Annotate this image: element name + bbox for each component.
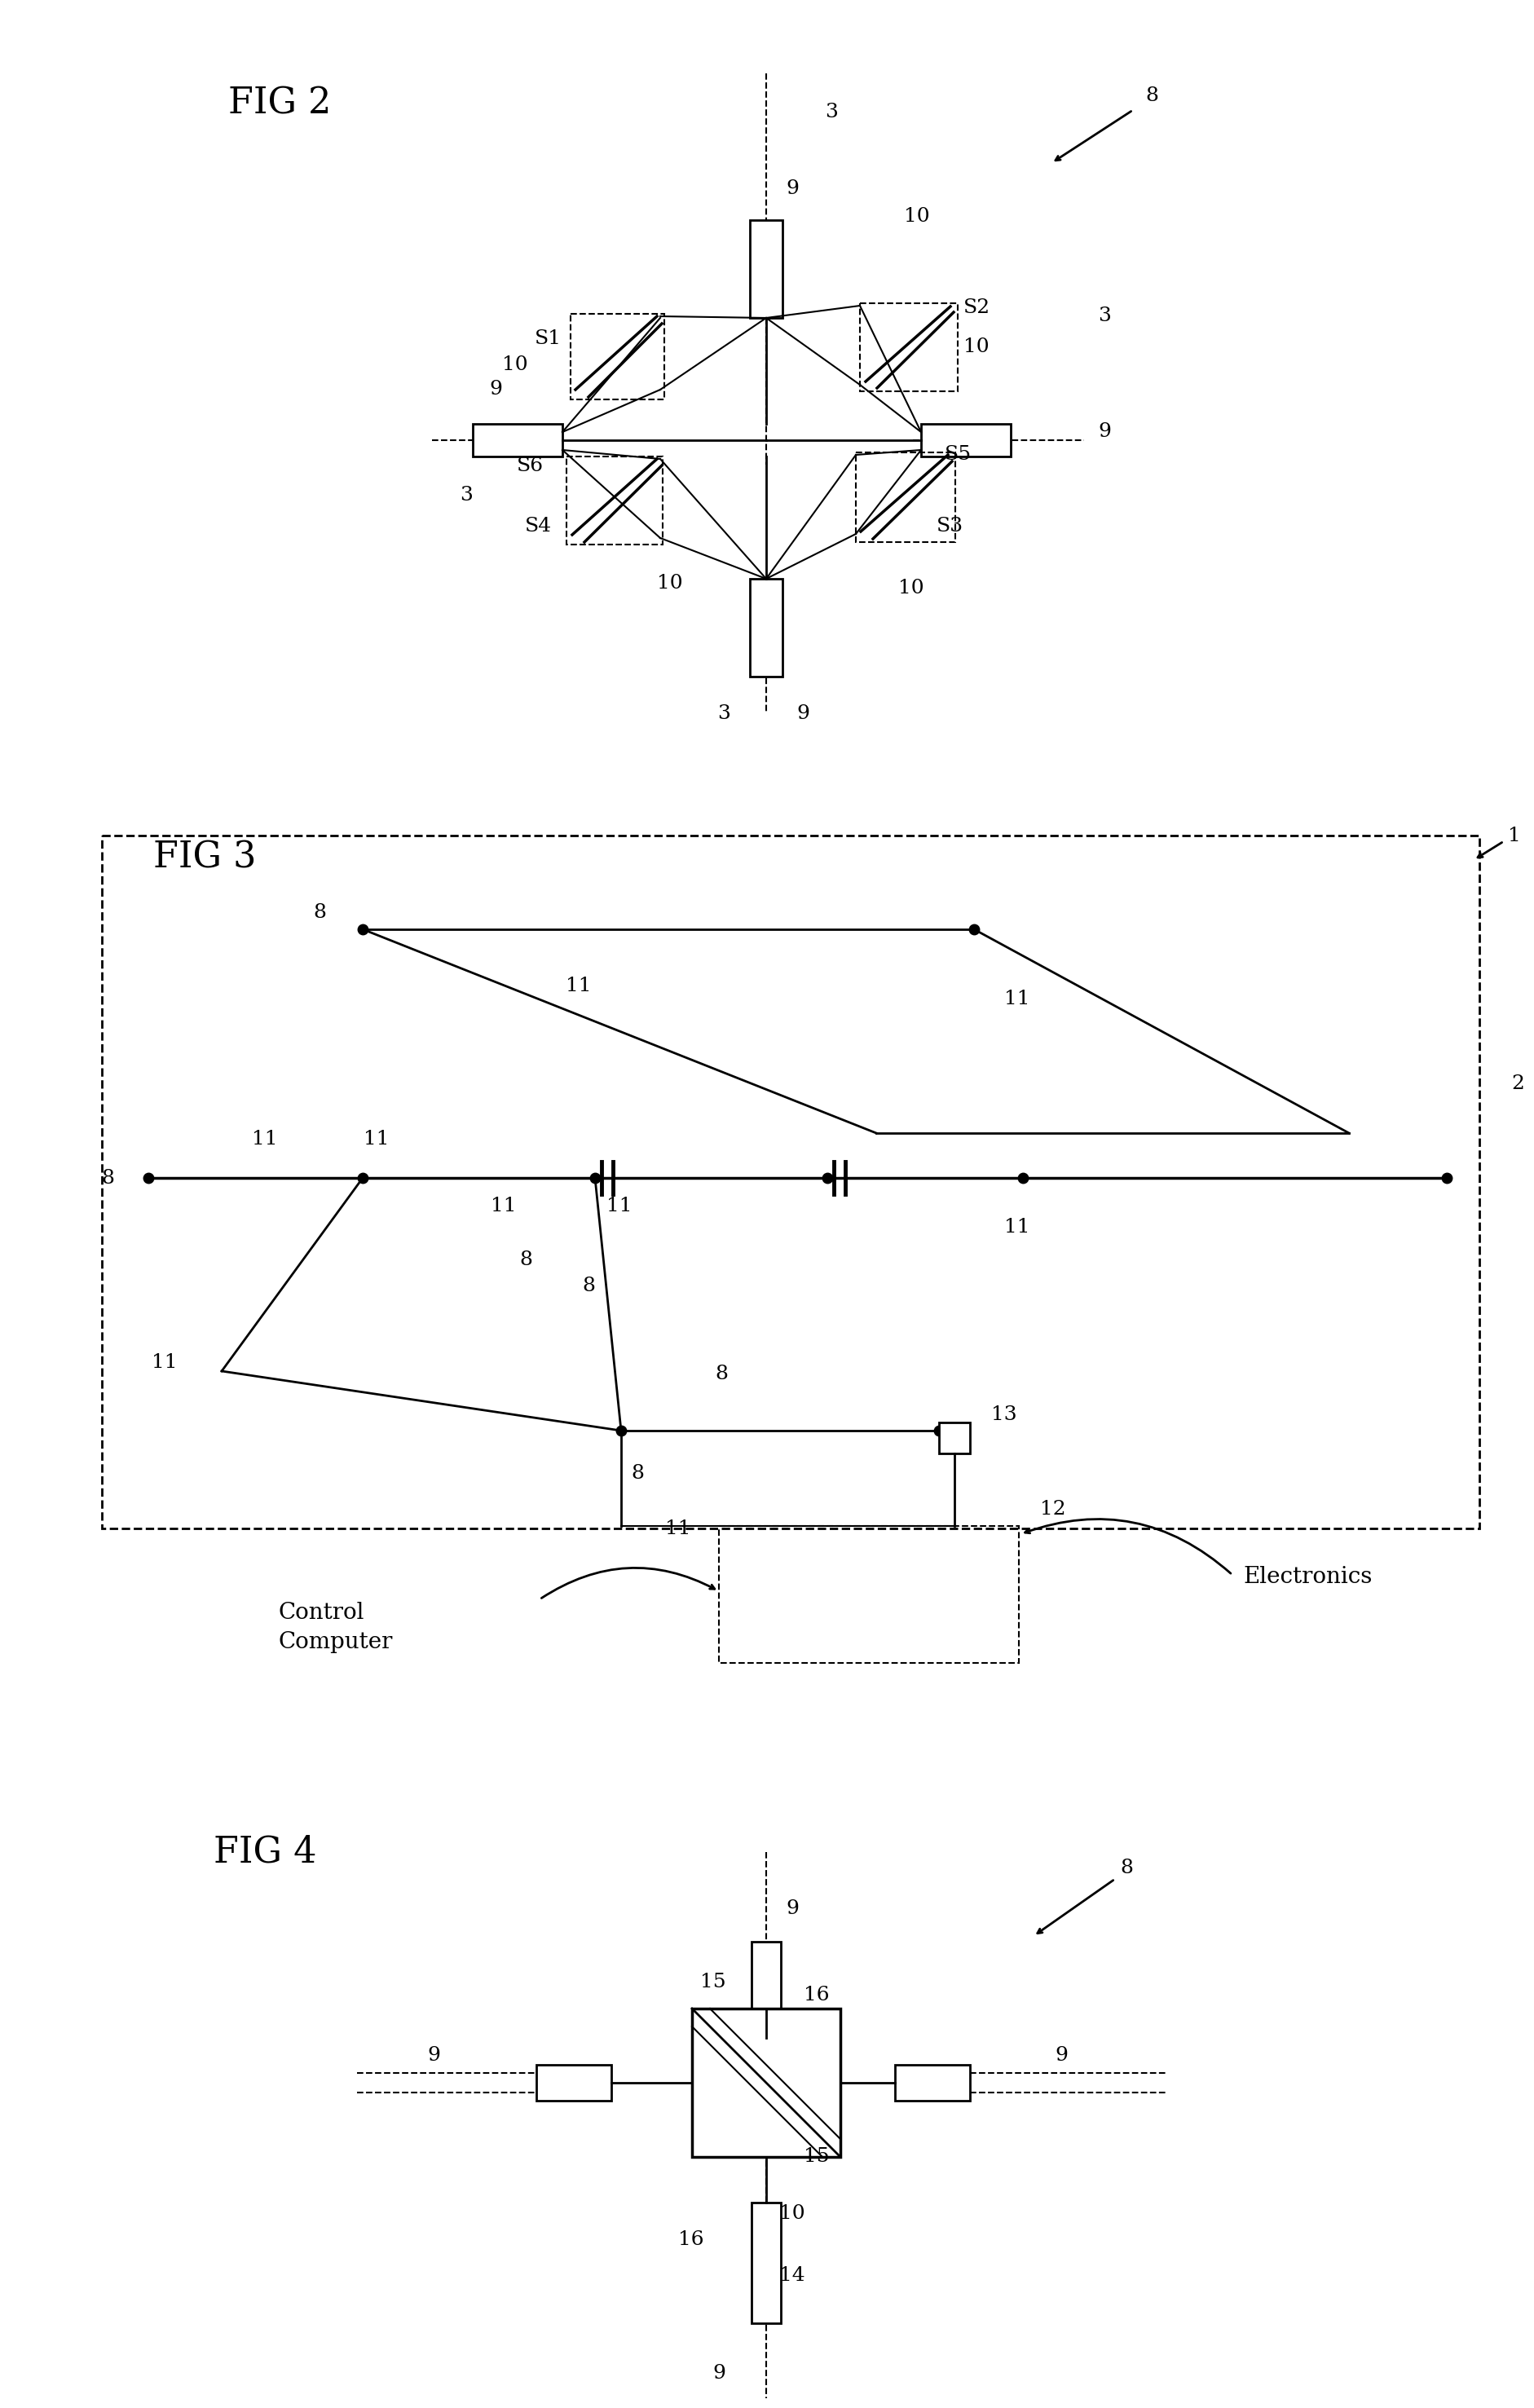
Text: 10: 10 — [963, 337, 989, 356]
Text: 3: 3 — [716, 703, 730, 722]
Bar — [894, 2064, 969, 2100]
Text: 11: 11 — [1003, 1218, 1029, 1235]
Text: 14: 14 — [779, 2266, 805, 2285]
Text: S5: S5 — [943, 445, 971, 465]
Text: 3: 3 — [1097, 306, 1111, 325]
Text: 9: 9 — [712, 2365, 726, 2384]
Text: Electronics: Electronics — [1243, 1565, 1371, 1589]
Text: S4: S4 — [525, 515, 551, 535]
Text: S2: S2 — [962, 299, 989, 318]
Text: 3: 3 — [824, 104, 838, 123]
Bar — [718, 1527, 1019, 1664]
Text: 10: 10 — [897, 580, 923, 597]
Text: 16: 16 — [678, 2230, 704, 2249]
Text: S1: S1 — [534, 330, 561, 347]
Text: 8: 8 — [518, 1250, 532, 1269]
Text: 11: 11 — [606, 1197, 632, 1216]
Text: Control: Control — [279, 1601, 365, 1623]
Text: 9: 9 — [1097, 424, 1111, 441]
Text: 10: 10 — [657, 573, 683, 592]
Text: 8: 8 — [581, 1276, 595, 1296]
Text: 8: 8 — [1144, 87, 1158, 106]
Text: 16: 16 — [804, 1987, 830, 2006]
Text: 11: 11 — [152, 1353, 178, 1373]
Text: FIG 3: FIG 3 — [153, 840, 256, 874]
Text: 8: 8 — [630, 1464, 644, 1483]
Text: 3: 3 — [460, 486, 472, 506]
Text: 8: 8 — [313, 903, 325, 922]
Text: FIG 2: FIG 2 — [229, 87, 331, 120]
Bar — [101, 836, 1479, 1529]
Text: S3: S3 — [936, 515, 962, 535]
Bar — [920, 424, 1011, 458]
Text: 9: 9 — [1054, 2047, 1068, 2066]
Text: 9: 9 — [489, 380, 502, 400]
Text: 9: 9 — [426, 2047, 440, 2066]
Text: 8: 8 — [715, 1365, 727, 1382]
Bar — [750, 219, 782, 318]
Text: 11: 11 — [364, 1129, 390, 1149]
Text: 11: 11 — [252, 1129, 278, 1149]
Bar — [535, 2064, 611, 2100]
Bar — [566, 458, 663, 544]
Text: 9: 9 — [785, 181, 798, 197]
Text: 11: 11 — [664, 1519, 690, 1539]
Bar — [571, 313, 664, 400]
Bar — [859, 303, 957, 390]
Bar — [752, 1941, 781, 2037]
Text: 8: 8 — [1120, 1859, 1132, 1878]
Text: 12: 12 — [1040, 1500, 1066, 1519]
Bar — [692, 2008, 841, 2158]
Text: 15: 15 — [804, 2148, 830, 2165]
Bar — [939, 1423, 969, 1454]
Text: 11: 11 — [491, 1197, 517, 1216]
Text: 13: 13 — [991, 1404, 1017, 1423]
Text: 2: 2 — [1511, 1074, 1523, 1093]
Text: 10: 10 — [904, 207, 930, 226]
Text: 9: 9 — [796, 703, 808, 722]
Text: 11: 11 — [566, 978, 591, 997]
Text: 10: 10 — [502, 354, 528, 373]
Bar — [472, 424, 561, 458]
Bar — [752, 2203, 781, 2324]
Bar — [750, 578, 782, 677]
Text: Computer: Computer — [279, 1633, 393, 1654]
Text: 11: 11 — [1003, 990, 1029, 1009]
Text: 9: 9 — [785, 1900, 798, 1919]
Text: 1: 1 — [1508, 826, 1520, 845]
Bar — [856, 453, 954, 542]
Text: FIG 4: FIG 4 — [213, 1835, 316, 1869]
Text: 15: 15 — [700, 1972, 726, 1991]
Text: S6: S6 — [515, 458, 543, 477]
Text: 10: 10 — [779, 2203, 805, 2223]
Text: 8: 8 — [101, 1168, 114, 1187]
